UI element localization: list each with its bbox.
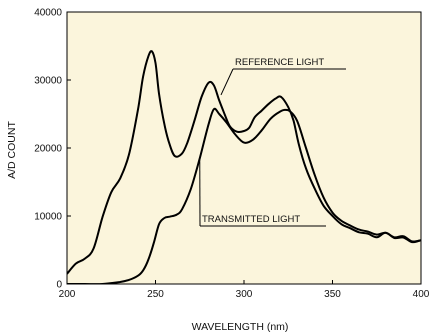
x-tick-label: 250 <box>147 289 164 300</box>
y-tick-label: 40000 <box>34 8 62 19</box>
y-tick-label: 30000 <box>34 76 62 87</box>
plot-background <box>67 12 421 284</box>
annotation-reference-light: REFERENCE LIGHT <box>220 57 346 96</box>
y-tick-label: 10000 <box>34 212 62 223</box>
x-tick-label: 350 <box>324 289 341 300</box>
annotation-label: TRANSMITTED LIGHT <box>202 214 300 225</box>
series-line-transmitted-light <box>67 107 421 284</box>
x-tick-label: 200 <box>59 289 76 300</box>
x-tick-label: 400 <box>413 289 429 300</box>
y-tick-label: 20000 <box>34 144 62 155</box>
x-axis-title: WAVELENGTH (nm) <box>192 321 289 333</box>
annotation-label: REFERENCE LIGHT <box>235 57 324 68</box>
y-axis: 0 10000 20000 30000 40000 <box>34 8 71 291</box>
y-axis-title: A/D COUNT <box>6 121 18 179</box>
x-tick-label: 300 <box>236 289 253 300</box>
y-tick-label: 0 <box>56 280 62 291</box>
series-layer <box>67 50 421 284</box>
annotation-transmitted-light: TRANSMITTED LIGHT <box>199 158 326 227</box>
x-axis: 200 250 300 350 400 <box>59 280 429 300</box>
annotations: REFERENCE LIGHT TRANSMITTED LIGHT <box>199 57 346 227</box>
